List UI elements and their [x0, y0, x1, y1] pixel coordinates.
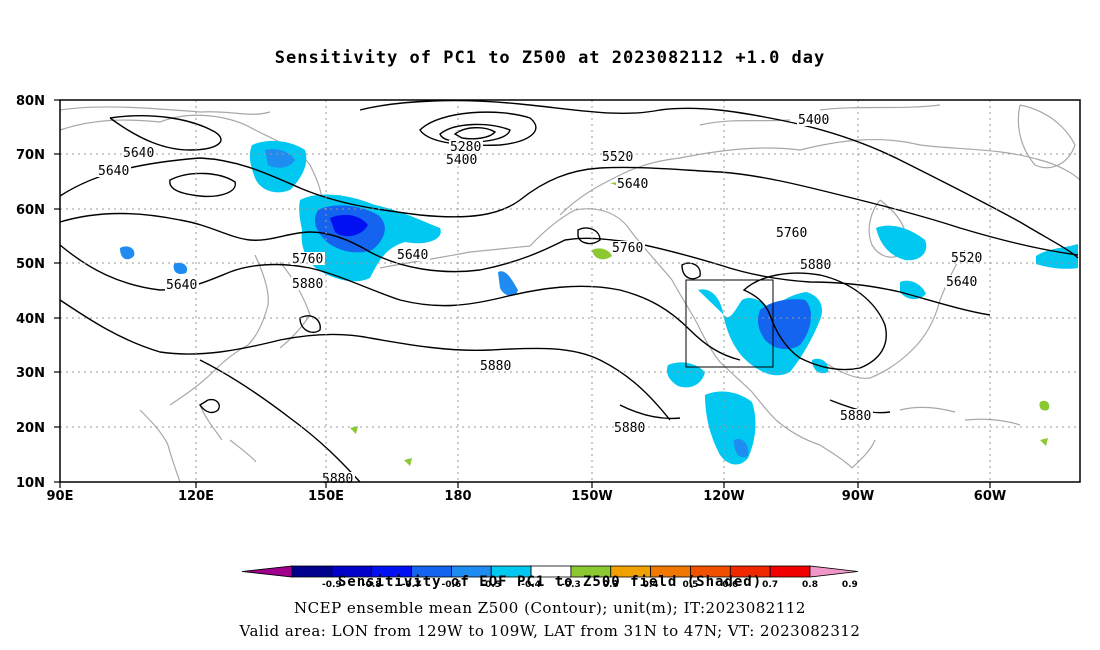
colorbar: -0.9 -0.8 -0.7 -0.6 -0.5 -0.4 -0.3 0.3 0.4 0.5 0.6… [241, 565, 859, 590]
lon-label: 90E [47, 489, 74, 504]
z500-contours [59, 99, 1079, 483]
lat-label: 50N [16, 257, 45, 272]
lat-label: 10N [16, 476, 45, 491]
colorbar-over [809, 565, 859, 578]
colorbar-label: -0.9 [322, 580, 342, 590]
contour-label: 5760 [612, 241, 643, 256]
coastlines [59, 104, 1081, 483]
contour-label: 5400 [798, 113, 829, 128]
lat-label: 40N [16, 312, 45, 327]
shaded-blob-pacific [498, 271, 518, 296]
lat-label: 20N [16, 421, 45, 436]
lon-label: 60W [974, 489, 1006, 504]
contour-label: 5880 [840, 409, 871, 424]
shaded-blob-green-d [350, 426, 1048, 466]
lon-labels: 90E 120E 150E 180 150W 120W 90W 60W [47, 489, 1007, 504]
map-frame [59, 99, 1081, 483]
contour-label: 5640 [397, 248, 428, 263]
lat-labels: 80N 70N 60N 50N 40N 30N 20N 10N [16, 94, 45, 491]
grid-lines [60, 100, 1080, 482]
lat-label: 30N [16, 366, 45, 381]
contour-label: 5760 [292, 252, 323, 267]
shaded-blob-westcoast-core [757, 299, 812, 350]
caption-line-2: NCEP ensemble mean Z500 (Contour); unit(… [294, 599, 806, 617]
contour-label: 5640 [166, 278, 197, 293]
colorbar-label: 0.4 [643, 580, 659, 590]
shaded-blob-pacific-south [666, 362, 705, 388]
shaded-blob-siberia-core [265, 149, 295, 168]
shaded-blob-atlantic [1036, 244, 1078, 269]
shaded-sensitivity [120, 140, 1078, 466]
colorbar-label: -0.6 [442, 580, 462, 590]
contour-label: 5400 [446, 153, 477, 168]
contour-label: 5880 [322, 472, 353, 487]
shaded-blob-mexico-core [734, 438, 749, 458]
lon-label: 120E [178, 489, 214, 504]
contour-label: 5760 [776, 226, 807, 241]
shaded-blob-kamchatka-deep [330, 214, 368, 237]
colorbar-label: 0.6 [722, 580, 738, 590]
contour-label: 5640 [946, 275, 977, 290]
colorbar-label: 0.7 [762, 580, 778, 590]
contour-labels: 5640 5640 5640 5280 5400 5520 5640 5760 … [97, 113, 984, 487]
caption-line-3: Valid area: LON from 129W to 109W, LAT f… [239, 622, 861, 640]
tick-marks [54, 99, 991, 488]
colorbar-label: -0.3 [561, 580, 581, 590]
shaded-blob-hudson [876, 225, 927, 261]
shaded-blob-green-c [1039, 400, 1050, 411]
lon-label: 150E [308, 489, 344, 504]
contour-label: 5880 [614, 421, 645, 436]
shaded-blob-hudson-b [900, 280, 926, 300]
contour-label: 5880 [480, 359, 511, 374]
lat-label: 70N [16, 148, 45, 163]
caption-line-1: Sensitivity of EOF PC1 to Z500 field (Sh… [337, 574, 763, 590]
contour-label: 5520 [602, 150, 633, 165]
lat-label: 80N [16, 94, 45, 109]
contour-label: 5640 [617, 177, 648, 192]
shaded-blob-small-b [173, 262, 188, 274]
colorbar-label: 0.5 [682, 580, 698, 590]
shaded-blob-small-a [120, 246, 135, 260]
shaded-blob-green-a [592, 248, 612, 260]
colorbar-label: 0.3 [603, 580, 619, 590]
colorbar-label: -0.4 [521, 580, 541, 590]
contour-label: 5640 [98, 164, 129, 179]
lon-label: 180 [444, 489, 471, 504]
colorbar-label: 0.9 [842, 580, 858, 590]
chart-title: Sensitivity of PC1 to Z500 at 2023082112… [274, 48, 826, 68]
contour-label: 5880 [800, 258, 831, 273]
contour-label: 5520 [951, 251, 982, 266]
lat-label: 60N [16, 203, 45, 218]
colorbar-label: -0.7 [402, 580, 422, 590]
valid-area-box [685, 279, 774, 368]
lon-label: 90W [842, 489, 874, 504]
lon-label: 120W [703, 489, 744, 504]
colorbar-label: 0.8 [802, 580, 818, 590]
contour-label: 5880 [292, 277, 323, 292]
colorbar-label: -0.8 [362, 580, 382, 590]
colorbar-label: -0.5 [481, 580, 501, 590]
lon-label: 150W [571, 489, 612, 504]
